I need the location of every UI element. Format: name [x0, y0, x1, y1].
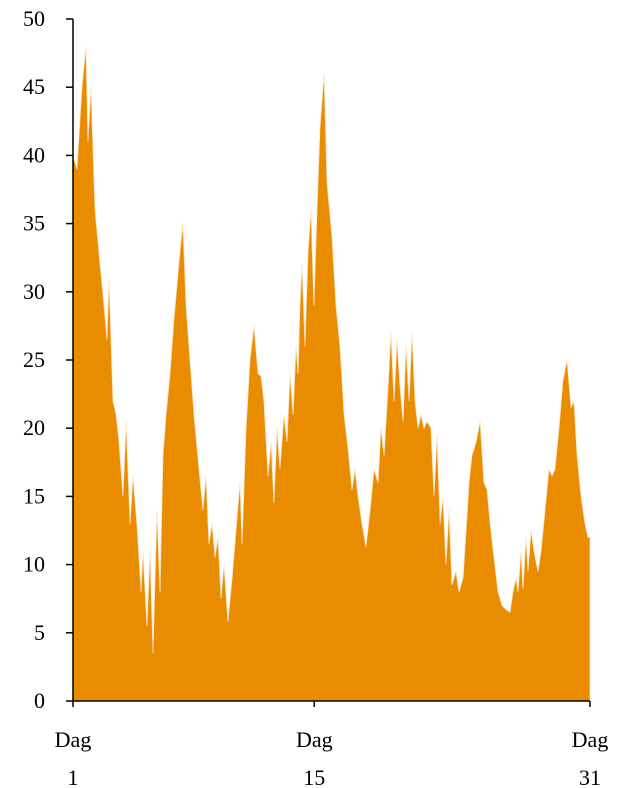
- y-tick-label: 50: [23, 6, 45, 31]
- x-tick-label-line: 1: [68, 765, 79, 788]
- y-tick-label: 45: [23, 74, 45, 99]
- x-tick-label-line: 31: [579, 765, 601, 788]
- y-tick-label: 25: [23, 347, 45, 372]
- x-tick-label-line: Dag: [296, 727, 333, 752]
- x-tick-label: Dag 15: [296, 727, 333, 788]
- y-tick-label: 0: [34, 688, 45, 713]
- y-tick-label: 20: [23, 415, 45, 440]
- x-tick-label: Dag 1: [55, 727, 92, 788]
- area: [72, 46, 591, 702]
- y-tick-label: 40: [23, 142, 45, 167]
- x-tick-label-line: Dag: [55, 727, 92, 752]
- y-tick-label: 35: [23, 211, 45, 236]
- y-tick-label: 5: [34, 620, 45, 645]
- x-tick-label: Dag 31: [572, 727, 609, 788]
- y-tick-label: 10: [23, 552, 45, 577]
- x-tick-label-line: 15: [303, 765, 325, 788]
- y-tick-label: 15: [23, 483, 45, 508]
- x-tick-label-line: Dag: [572, 727, 609, 752]
- y-tick-label: 30: [23, 279, 45, 304]
